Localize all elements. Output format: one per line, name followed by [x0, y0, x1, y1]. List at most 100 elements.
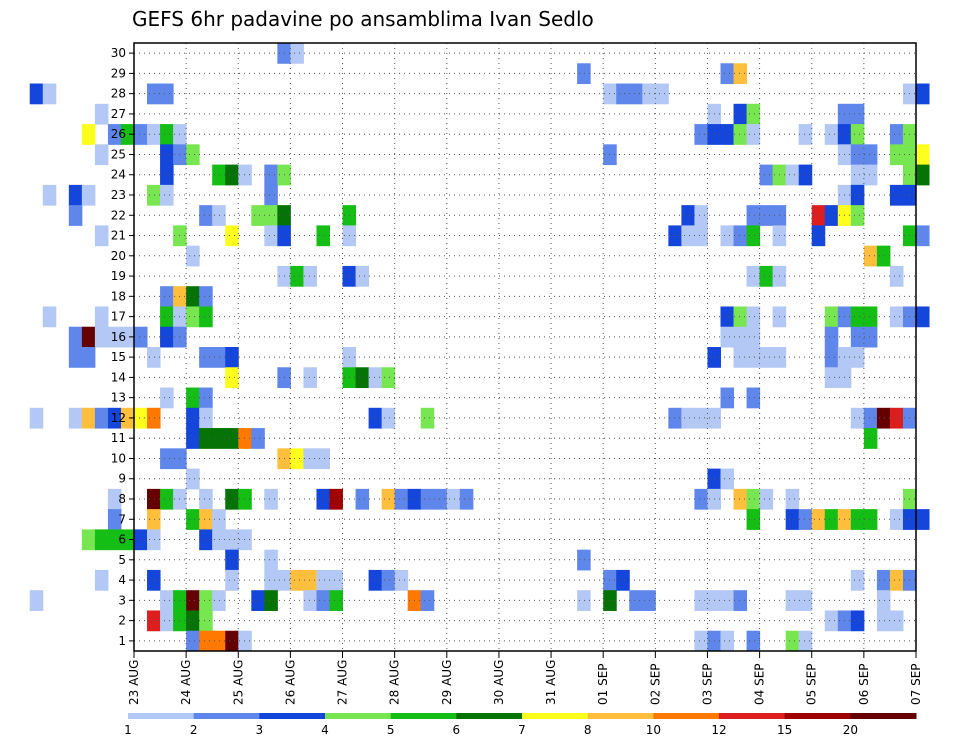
heatmap-cell	[212, 590, 226, 611]
heatmap-cell	[186, 407, 200, 429]
heatmap-cell	[94, 103, 109, 125]
heatmap-cell	[264, 549, 278, 571]
heatmap-cell	[238, 488, 252, 510]
x-axis: 23 AUG 24 AUG 25 AUG 26 AUG 27 AUG 28 AUG 29 A…	[127, 651, 923, 705]
heatmap-cell	[107, 124, 122, 145]
heatmap-cell	[746, 124, 761, 145]
heatmap-cell	[316, 488, 330, 510]
heatmap-cell	[264, 488, 278, 510]
heatmap-cell	[889, 306, 904, 328]
heatmap-cell	[876, 590, 891, 611]
heatmap-cell	[42, 184, 57, 206]
heatmap-cell	[733, 590, 748, 611]
heatmap-cell	[916, 509, 930, 530]
heatmap-cell	[785, 488, 800, 510]
heatmap-cell	[746, 630, 761, 652]
heatmap-cell	[863, 326, 878, 348]
heatmap-cell	[238, 529, 252, 551]
colorbar-swatch	[850, 713, 917, 719]
y-tick-label: 14	[111, 370, 126, 384]
heatmap-cell	[381, 569, 396, 591]
heatmap-cell	[329, 590, 344, 611]
heatmap-cell	[629, 590, 643, 611]
colorbar-label: 7	[518, 723, 526, 737]
heatmap-cell	[798, 630, 813, 652]
heatmap-cell	[889, 509, 904, 530]
heatmap-cell	[199, 488, 213, 510]
heatmap-cell	[733, 63, 748, 85]
heatmap-cell	[160, 448, 174, 470]
heatmap-cell	[824, 509, 839, 530]
y-tick-label: 4	[118, 573, 126, 587]
heatmap-cell	[577, 549, 591, 571]
heatmap-cell	[889, 407, 904, 429]
heatmap-cell	[694, 225, 708, 247]
heatmap-cell	[616, 569, 630, 591]
y-tick-label: 13	[111, 391, 126, 405]
heatmap-cell	[746, 509, 761, 530]
heatmap-cell	[316, 448, 330, 470]
heatmap-cell	[147, 488, 161, 510]
heatmap-cell	[850, 306, 865, 328]
grid-lines	[134, 43, 916, 651]
heatmap-cell	[746, 347, 761, 368]
colorbar-swatch	[456, 713, 523, 719]
heatmap-cell	[694, 630, 708, 652]
colorbar-swatch	[587, 713, 654, 719]
heatmap-cell	[355, 265, 370, 287]
heatmap-cell	[81, 184, 96, 206]
heatmap-cell	[720, 225, 735, 247]
colorbar-label: 15	[777, 723, 792, 737]
heatmap-cell	[134, 529, 148, 551]
heatmap-cell	[850, 144, 865, 166]
heatmap-cell	[316, 225, 330, 247]
y-tick-label: 6	[118, 533, 126, 547]
heatmap-cell	[290, 569, 304, 591]
y-tick-label: 7	[118, 512, 126, 526]
heatmap-cell	[160, 184, 174, 206]
heatmap-cell	[212, 630, 226, 652]
y-tick-label: 29	[111, 66, 126, 80]
heatmap-cell	[303, 265, 317, 287]
heatmap-cell	[368, 407, 383, 429]
heatmap-cell	[186, 245, 200, 267]
heatmap-cell	[238, 630, 252, 652]
heatmap-cell	[147, 184, 161, 206]
colorbar-swatch	[719, 713, 786, 719]
heatmap-cell	[225, 569, 239, 591]
x-tick-label: 02 SEP	[648, 663, 662, 705]
heatmap-cell	[720, 387, 735, 409]
heatmap-cell	[160, 387, 174, 409]
heatmap-cell	[225, 367, 239, 389]
heatmap-cell	[42, 83, 57, 105]
heatmap-cell	[863, 407, 878, 429]
heatmap-cell	[199, 529, 213, 551]
heatmap-cell	[160, 326, 174, 348]
colorbar-label: 6	[453, 723, 461, 737]
heatmap-cell	[225, 428, 239, 449]
heatmap-cell	[251, 428, 265, 449]
heatmap-cell	[199, 590, 213, 611]
colorbar-swatch	[784, 713, 851, 719]
heatmap-cell	[681, 407, 695, 429]
heatmap-cell	[160, 124, 174, 145]
chart-title: GEFS 6hr padavine po ansamblima Ivan Sed…	[132, 7, 594, 31]
heatmap-cell	[733, 103, 748, 125]
heatmap-cell	[694, 590, 708, 611]
heatmap-cell	[759, 265, 774, 287]
heatmap-cell	[381, 488, 396, 510]
heatmap-cell	[629, 83, 643, 105]
heatmap-cell	[316, 569, 330, 591]
heatmap-cell	[824, 205, 839, 226]
heatmap-cell	[42, 306, 57, 328]
heatmap-cell	[238, 428, 252, 449]
heatmap-cell	[29, 83, 44, 105]
heatmap-cell	[329, 569, 344, 591]
heatmap-cell	[798, 164, 813, 186]
heatmap-cell	[798, 590, 813, 611]
colorbar-label: 8	[584, 723, 592, 737]
heatmap-cell	[290, 265, 304, 287]
heatmap-cell	[186, 387, 200, 409]
y-tick-label: 16	[111, 330, 126, 344]
heatmap-cell	[720, 630, 735, 652]
